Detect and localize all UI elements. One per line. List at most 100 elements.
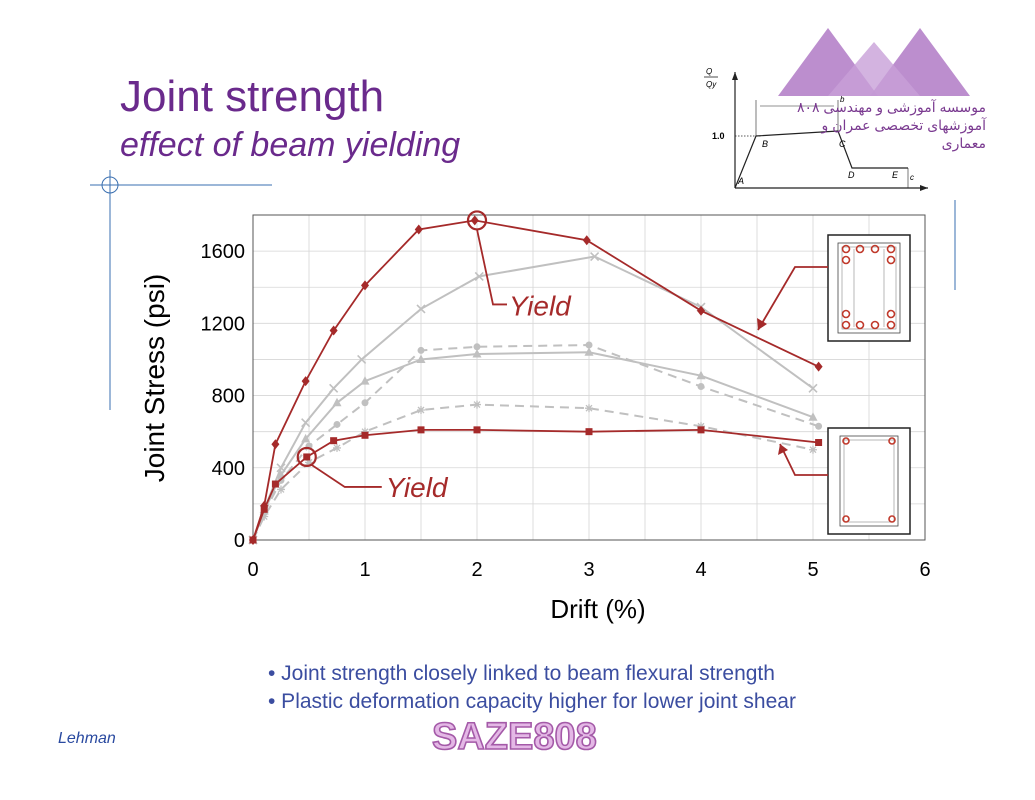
- x-tick-label: 6: [919, 559, 930, 581]
- series-line: [252, 403, 814, 541]
- data-point: [590, 251, 600, 262]
- x-tick-label: 4: [695, 559, 706, 581]
- data-point: [329, 325, 338, 336]
- inset-point-d: D: [848, 170, 855, 180]
- series-lines: [248, 215, 823, 545]
- data-point: [301, 433, 311, 443]
- data-point: [582, 235, 591, 246]
- data-point: [417, 426, 425, 434]
- y-tick-label: 400: [212, 458, 245, 480]
- plot-frame: [252, 214, 926, 541]
- section-bottom-right: [827, 427, 911, 535]
- inset-point-b: B: [762, 139, 768, 149]
- data-point: [417, 346, 425, 354]
- inset-point-e: E: [892, 170, 899, 180]
- data-point: [808, 383, 818, 393]
- joint-stress-chart: 0 400 800 1200 1600 0 1 2 3 4 5 6 Joint Stress (ps…: [139, 210, 931, 624]
- data-point: [696, 370, 706, 380]
- x-axis-label: Drift (%): [550, 594, 645, 624]
- data-point: [474, 271, 484, 281]
- x-tick-label: 0: [247, 559, 258, 581]
- y-tick-label: 0: [234, 530, 245, 552]
- saze808-logo: [778, 28, 970, 96]
- y-tick-label: 1600: [201, 241, 246, 263]
- inset-y-label-top: Q: [706, 67, 712, 76]
- saze808-watermark: SAZE808: [431, 715, 597, 759]
- yield-circle-bottom: [296, 446, 317, 468]
- section-top-right: [827, 234, 911, 342]
- chart-grid: [252, 214, 926, 541]
- x-tick-labels: 0 1 2 3 4 5 6: [247, 559, 930, 581]
- yield-leader-top: [476, 229, 507, 306]
- series-3: [249, 341, 823, 544]
- series-line: [252, 343, 819, 541]
- data-point: [277, 485, 285, 494]
- data-point: [815, 422, 823, 430]
- data-point: [697, 426, 705, 434]
- data-point: [585, 404, 593, 413]
- data-point: [333, 420, 341, 428]
- slide-title: Joint strength: [120, 72, 385, 121]
- data-point: [416, 304, 426, 314]
- x-tick-label: 3: [583, 559, 594, 581]
- bullet-list: • Joint strength closely linked to beam …: [268, 660, 796, 716]
- yield-label-bottom: Yield: [386, 472, 449, 503]
- data-point: [585, 341, 593, 349]
- inset-point-a: A: [737, 176, 744, 186]
- data-point: [249, 536, 257, 544]
- data-point: [585, 428, 593, 436]
- data-point: [301, 376, 310, 387]
- yield-label-top: Yield: [509, 290, 572, 321]
- data-point: [808, 412, 818, 421]
- data-point: [697, 305, 705, 316]
- arrow-top-section: [757, 266, 828, 331]
- data-point: [361, 427, 369, 436]
- data-point: [333, 443, 341, 452]
- data-point: [361, 431, 369, 439]
- data-point: [814, 361, 823, 372]
- series-4: [249, 400, 817, 544]
- data-point: [305, 458, 313, 467]
- y-tick-label: 800: [212, 386, 245, 408]
- data-point: [301, 418, 311, 428]
- backbone-inset-diagram: Q Qy 1.0 b c A B C D E: [704, 67, 928, 191]
- series-5: [249, 426, 823, 544]
- data-point: [360, 376, 370, 385]
- data-point: [414, 224, 423, 235]
- x-tick-label: 2: [471, 559, 482, 581]
- series-0: [249, 215, 823, 545]
- data-point: [357, 354, 367, 365]
- y-tick-label: 1200: [201, 313, 246, 335]
- inset-b-label: b: [840, 95, 845, 104]
- data-point: [815, 439, 823, 446]
- x-tick-label: 5: [807, 559, 818, 581]
- inset-y-tick: 1.0: [712, 131, 725, 141]
- data-point: [472, 349, 482, 358]
- data-point: [697, 383, 705, 391]
- inset-c-label: c: [910, 173, 914, 182]
- yield-annotations: Yield Yield: [296, 210, 572, 503]
- data-point: [473, 426, 481, 434]
- data-point: [416, 354, 426, 363]
- persian-line-1: موسسه آموزشی و مهندسی ۸۰۸: [796, 99, 986, 115]
- data-point: [303, 453, 311, 461]
- y-axis-label: Joint Stress (psi): [139, 274, 170, 483]
- persian-watermark-text: موسسه آموزشی و مهندسی ۸۰۸ آموزشهای تخصصی…: [776, 98, 986, 152]
- inset-point-c: C: [839, 139, 846, 149]
- persian-line-2: آموزشهای تخصصی عمران و معماری: [821, 117, 986, 151]
- data-point: [809, 445, 817, 454]
- x-tick-label: 1: [359, 559, 370, 581]
- data-point: [361, 280, 369, 291]
- data-point: [470, 215, 479, 226]
- data-point: [260, 505, 268, 513]
- data-point: [330, 437, 338, 445]
- data-point: [584, 347, 594, 356]
- data-point: [329, 383, 339, 393]
- series-line: [252, 219, 819, 541]
- data-point: [260, 512, 269, 521]
- data-point: [417, 406, 425, 414]
- data-point: [361, 399, 369, 407]
- slide-subtitle: effect of beam yielding: [120, 126, 461, 164]
- arrow-bottom-section: [779, 443, 828, 476]
